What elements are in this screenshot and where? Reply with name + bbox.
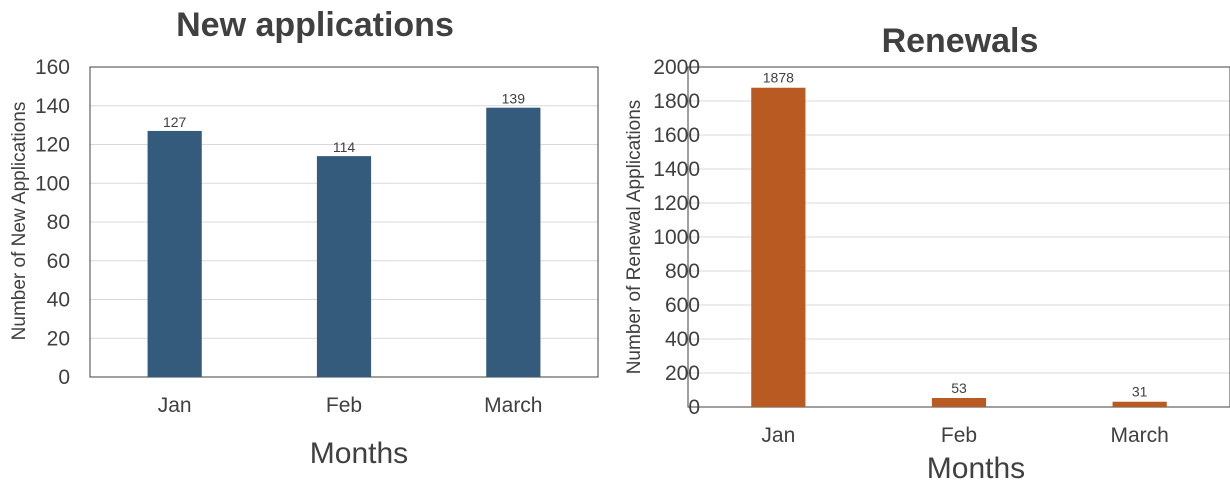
bar-jan xyxy=(147,130,202,377)
x-tick-label: Feb xyxy=(326,394,362,417)
y-tick-label: 100 xyxy=(35,172,70,195)
y-tick-label: 1400 xyxy=(653,158,700,181)
new-applications-chart: New applications Number of New Applicati… xyxy=(9,6,599,470)
data-label: 53 xyxy=(951,380,967,396)
x-tick-label: March xyxy=(484,394,542,417)
bar-march xyxy=(486,107,541,377)
y-tick-label: 1000 xyxy=(653,226,700,249)
y-tick-label: 200 xyxy=(665,362,700,385)
data-label: 127 xyxy=(163,114,187,130)
data-label: 114 xyxy=(333,139,356,155)
bar-march xyxy=(1112,401,1167,407)
renewals-chart: Renewals Number of Renewal Applications … xyxy=(624,22,1230,482)
y-axis-label: Number of Renewal Applications xyxy=(624,100,645,375)
y-tick-label: 600 xyxy=(665,294,700,317)
data-label: 139 xyxy=(502,91,526,107)
y-tick-label: 120 xyxy=(35,134,70,157)
x-tick-label: Jan xyxy=(158,394,192,417)
y-tick-label: 60 xyxy=(47,250,70,273)
data-label: 1878 xyxy=(763,70,794,86)
y-tick-label: 80 xyxy=(47,211,70,234)
y-axis-label: Number of New Applications xyxy=(9,102,30,341)
x-axis-label: Months xyxy=(310,437,408,470)
y-tick-label: 1200 xyxy=(653,192,700,215)
bar-feb xyxy=(316,156,372,377)
y-tick-label: 140 xyxy=(35,95,70,118)
x-tick-label: Feb xyxy=(941,424,977,447)
x-axis-label: Months xyxy=(927,452,1025,482)
chart-title: Renewals xyxy=(882,22,1039,60)
bar-feb xyxy=(931,397,987,407)
y-tick-label: 160 xyxy=(35,56,70,79)
x-tick-label: March xyxy=(1110,424,1168,447)
y-tick-label: 0 xyxy=(58,366,70,389)
chart-title: New applications xyxy=(176,6,454,44)
y-tick-label: 800 xyxy=(665,260,700,283)
y-tick-label: 400 xyxy=(665,328,700,351)
y-tick-label: 1600 xyxy=(653,124,700,147)
y-tick-label: 20 xyxy=(47,327,70,350)
y-tick-label: 1800 xyxy=(653,90,700,113)
bar-jan xyxy=(751,87,806,408)
x-tick-label: Jan xyxy=(761,424,795,447)
y-tick-label: 40 xyxy=(47,289,70,312)
data-label: 31 xyxy=(1132,384,1148,400)
